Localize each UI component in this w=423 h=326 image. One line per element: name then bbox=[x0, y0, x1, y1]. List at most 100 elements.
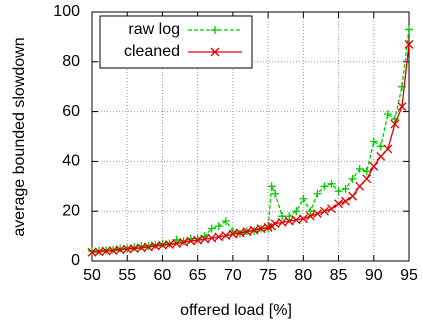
legend-marker bbox=[210, 47, 220, 57]
marker bbox=[355, 181, 365, 191]
marker bbox=[157, 240, 167, 250]
y-tick-label: 20 bbox=[62, 202, 80, 219]
y-axis-label: average bounded slowdown bbox=[11, 37, 28, 236]
marker bbox=[214, 222, 223, 231]
marker bbox=[292, 207, 301, 216]
marker bbox=[397, 102, 407, 112]
marker bbox=[320, 206, 329, 216]
marker bbox=[277, 217, 287, 227]
y-tick-label: 80 bbox=[62, 53, 80, 70]
marker bbox=[221, 217, 230, 226]
marker bbox=[320, 182, 329, 191]
x-tick-label: 60 bbox=[154, 267, 172, 284]
marker bbox=[242, 227, 252, 237]
marker bbox=[404, 39, 414, 49]
marker bbox=[193, 235, 203, 245]
marker bbox=[172, 239, 181, 249]
y-tick-label: 0 bbox=[71, 252, 80, 269]
plot-frame bbox=[91, 11, 410, 262]
marker bbox=[285, 212, 294, 221]
marker bbox=[362, 167, 371, 176]
marker bbox=[278, 212, 287, 221]
marker bbox=[115, 245, 125, 255]
y-tick-label: 60 bbox=[62, 103, 80, 120]
x-tick-label: 50 bbox=[83, 267, 101, 284]
x-tick-label: 80 bbox=[294, 267, 312, 284]
marker bbox=[158, 239, 167, 248]
marker bbox=[256, 224, 266, 234]
marker bbox=[369, 137, 378, 146]
legend-label: raw log bbox=[128, 21, 180, 38]
marker bbox=[137, 242, 146, 251]
marker bbox=[122, 244, 132, 254]
marker bbox=[390, 119, 400, 129]
marker bbox=[334, 187, 343, 196]
marker bbox=[284, 216, 294, 226]
marker bbox=[341, 184, 350, 193]
marker bbox=[348, 191, 358, 201]
marker bbox=[136, 243, 146, 253]
marker bbox=[299, 194, 308, 203]
marker bbox=[200, 234, 210, 244]
marker bbox=[179, 237, 188, 246]
y-tick-label: 100 bbox=[53, 3, 80, 20]
marker bbox=[101, 246, 111, 256]
marker bbox=[108, 246, 118, 256]
marker bbox=[179, 237, 189, 247]
marker bbox=[150, 241, 160, 251]
x-tick-label: 95 bbox=[400, 267, 418, 284]
marker bbox=[228, 229, 238, 239]
marker bbox=[116, 244, 125, 253]
marker bbox=[362, 174, 372, 184]
marker bbox=[327, 179, 336, 188]
marker bbox=[264, 224, 273, 233]
marker bbox=[214, 232, 224, 242]
legend-label: cleaned bbox=[124, 43, 180, 60]
marker bbox=[270, 219, 280, 229]
x-tick-label: 75 bbox=[259, 267, 277, 284]
marker bbox=[193, 234, 202, 243]
marker bbox=[376, 151, 386, 161]
marker bbox=[221, 231, 231, 241]
marker bbox=[207, 224, 216, 233]
marker bbox=[383, 144, 393, 154]
x-tick-label: 55 bbox=[118, 267, 136, 284]
marker bbox=[267, 182, 276, 191]
marker bbox=[306, 207, 315, 216]
marker bbox=[129, 244, 139, 254]
series-line bbox=[91, 44, 410, 253]
marker bbox=[369, 161, 379, 171]
marker bbox=[383, 110, 392, 119]
marker bbox=[151, 240, 160, 249]
marker bbox=[87, 247, 97, 257]
y-tick-label: 40 bbox=[62, 153, 80, 170]
marker bbox=[291, 215, 301, 225]
marker bbox=[207, 233, 217, 243]
marker bbox=[327, 204, 336, 214]
marker bbox=[348, 174, 357, 183]
marker bbox=[271, 189, 280, 198]
legend-marker bbox=[211, 26, 219, 34]
marker bbox=[130, 243, 139, 252]
marker bbox=[235, 228, 245, 238]
marker bbox=[405, 25, 413, 34]
marker bbox=[94, 247, 104, 257]
marker bbox=[143, 242, 153, 252]
marker bbox=[88, 247, 96, 256]
marker bbox=[376, 142, 385, 151]
marker bbox=[334, 199, 344, 209]
marker bbox=[313, 189, 322, 198]
marker bbox=[305, 211, 315, 221]
x-axis-label: offered load [%] bbox=[180, 302, 292, 319]
x-tick-label: 90 bbox=[365, 267, 383, 284]
x-tick-label: 85 bbox=[330, 267, 348, 284]
marker bbox=[172, 235, 181, 244]
marker bbox=[298, 214, 308, 224]
x-tick-label: 70 bbox=[224, 267, 242, 284]
marker bbox=[165, 240, 174, 250]
legend-box bbox=[99, 15, 253, 69]
marker bbox=[312, 209, 322, 219]
marker bbox=[249, 225, 259, 235]
marker bbox=[186, 236, 196, 246]
